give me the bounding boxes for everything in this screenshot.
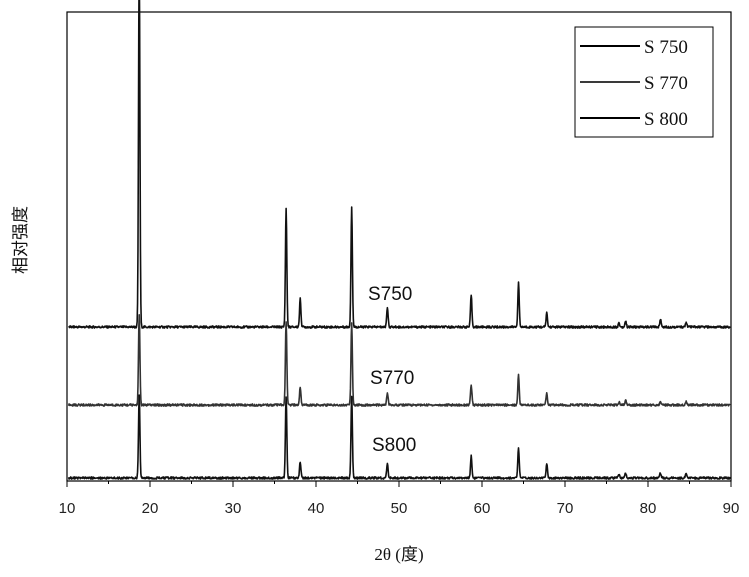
series-label-s800: S800 xyxy=(372,435,416,456)
x-axis: 10 20 30 40 50 60 70 80 90 xyxy=(59,481,740,517)
x-tick-label-90: 90 xyxy=(723,500,740,517)
series-label-layer: S750 S770 S800 xyxy=(368,284,416,456)
series-label-s750: S750 xyxy=(368,284,412,305)
x-tick-label-20: 20 xyxy=(142,500,159,517)
x-tick-label-30: 30 xyxy=(225,500,242,517)
series-label-s770: S770 xyxy=(370,368,414,389)
x-axis-title: 2θ (度) xyxy=(374,545,423,564)
x-tick-label-80: 80 xyxy=(640,500,657,517)
x-tick-label-60: 60 xyxy=(474,500,491,517)
x-tick-label-40: 40 xyxy=(308,500,325,517)
x-tick-label-10: 10 xyxy=(59,500,76,517)
legend-label-s800: S 800 xyxy=(644,109,688,130)
legend-label-s750: S 750 xyxy=(644,37,688,58)
y-axis-title: 相对强度 xyxy=(11,206,30,274)
legend-label-s770: S 770 xyxy=(644,73,688,94)
x-tick-label-70: 70 xyxy=(557,500,574,517)
legend: S 750 S 770 S 800 xyxy=(575,27,713,137)
x-tick-label-50: 50 xyxy=(391,500,408,517)
